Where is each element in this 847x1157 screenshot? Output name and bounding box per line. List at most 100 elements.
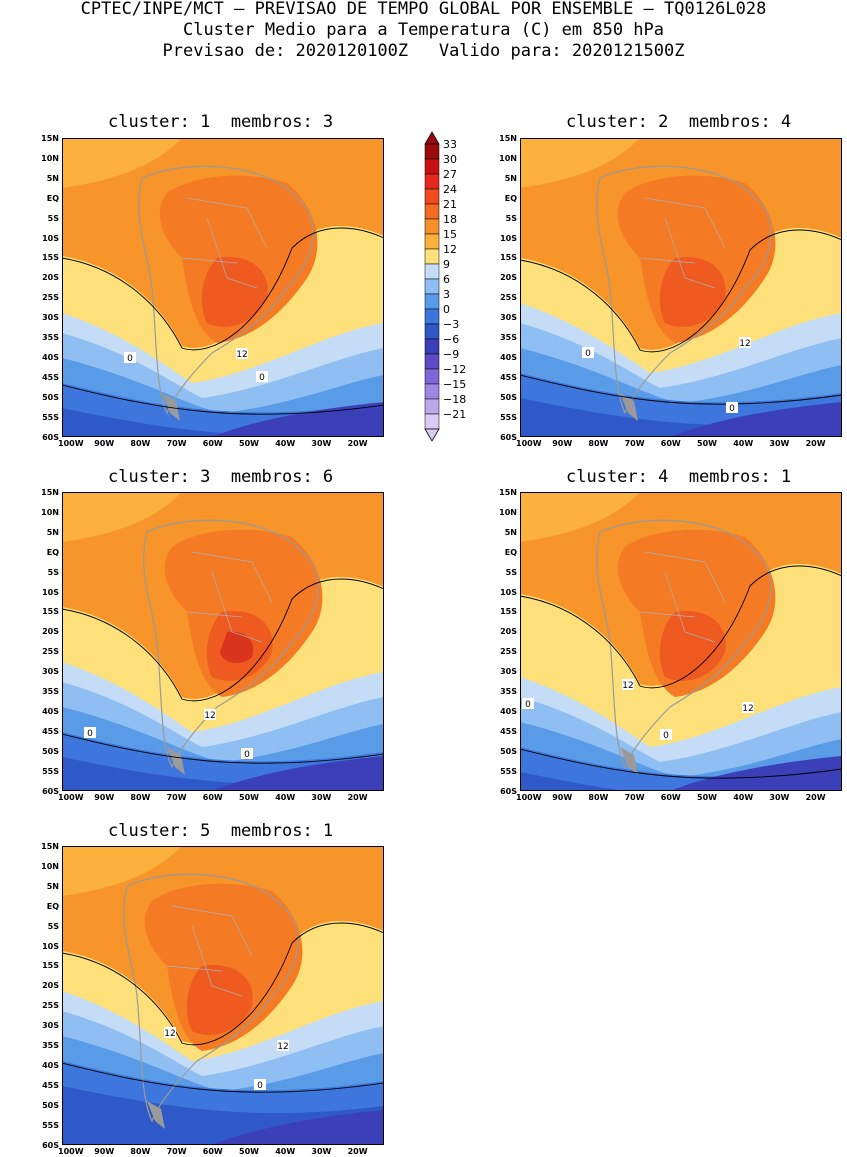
tierra-del-fuego <box>620 393 638 421</box>
contour-label-box <box>254 1079 266 1090</box>
contour-label-box <box>84 727 96 738</box>
lat-label: 55S <box>42 766 59 776</box>
panel-frame <box>520 138 842 437</box>
lat-label: 20S <box>500 273 517 283</box>
lon-label: 60W <box>660 793 681 802</box>
lat-label: 10N <box>41 861 59 871</box>
colorbar-label: −15 <box>443 378 467 391</box>
lat-label: 30S <box>42 313 59 323</box>
lon-label: 90W <box>552 439 573 448</box>
contour-label: 0 <box>259 373 265 383</box>
lat-label: 20S <box>42 981 59 991</box>
lat-label: 15N <box>499 134 517 143</box>
lon-label: 80W <box>588 439 609 448</box>
lon-label: 50W <box>239 793 259 802</box>
lat-label: 15S <box>500 253 517 263</box>
lat-label: 45S <box>42 372 59 382</box>
panel-4-title: cluster: 4 membros: 1 <box>566 467 792 487</box>
lon-label: 100W <box>58 793 84 802</box>
lat-label: 10S <box>500 233 517 243</box>
lon-label: 30W <box>769 793 790 802</box>
colorbar-segment <box>424 173 440 190</box>
country-borders <box>166 905 253 997</box>
lat-label: 45S <box>500 726 517 736</box>
band-15-nw <box>520 138 640 188</box>
colorbar-segment <box>424 263 440 280</box>
lat-label: 30S <box>500 667 517 677</box>
lon-label: 30W <box>311 793 332 802</box>
colorbar-label: 30 <box>443 153 457 166</box>
colorbar-label: 12 <box>443 243 457 256</box>
contour-label: 12 <box>164 1029 175 1039</box>
band-24 <box>186 965 253 1035</box>
band-27 <box>220 631 254 664</box>
contour-label-box <box>660 729 672 740</box>
header-line-1: CPTEC/INPE/MCT – PREVISAO DE TEMPO GLOBA… <box>80 0 767 19</box>
lat-label: 50S <box>42 746 59 756</box>
lat-label: 30S <box>500 313 517 323</box>
lat-label: 10S <box>42 233 59 243</box>
lat-label: 50S <box>42 392 59 402</box>
colorbar-segment <box>424 158 440 175</box>
colorbar-segment <box>424 248 440 265</box>
contour-label: 0 <box>257 1081 263 1091</box>
panel-5-title: cluster: 5 membros: 1 <box>108 821 334 841</box>
lon-label: 60W <box>202 1147 223 1156</box>
lon-label: 90W <box>552 793 573 802</box>
contour-label-box <box>204 709 216 720</box>
panel-frame <box>62 138 384 437</box>
lat-label: 50S <box>500 392 517 402</box>
lon-label: 90W <box>94 439 115 448</box>
colorbar-bottom-arrow <box>424 428 440 442</box>
lon-label: 80W <box>130 1147 151 1156</box>
contour-label: 0 <box>525 700 531 710</box>
contour-0 <box>520 374 842 405</box>
lat-label: 50S <box>500 746 517 756</box>
lat-label: 35S <box>500 333 517 342</box>
panel-frame <box>520 492 842 791</box>
colorbar-label: −12 <box>443 363 467 376</box>
contour-label-box <box>582 347 594 358</box>
panel-1-title: cluster: 1 membros: 3 <box>108 112 334 132</box>
band-neg6 <box>212 402 384 437</box>
lat-label: 55S <box>42 412 59 422</box>
lon-label: 20W <box>347 439 368 448</box>
lon-label: 70W <box>166 1147 187 1156</box>
lon-label: 50W <box>239 439 259 448</box>
lat-label: 15N <box>41 488 59 497</box>
lat-label: 35S <box>42 333 59 342</box>
colorbar-label: 3 <box>443 288 450 301</box>
contour-label-box <box>256 371 268 382</box>
contour-label-box <box>742 702 754 713</box>
band-24 <box>659 611 726 681</box>
contour-label: 0 <box>244 750 250 760</box>
colorbar-segment <box>424 188 440 205</box>
band-15-nw <box>62 846 182 896</box>
lon-label: 70W <box>166 439 187 448</box>
lat-label: 10S <box>42 941 59 951</box>
contour-label: 0 <box>585 349 591 359</box>
contour-label: 12 <box>739 339 750 349</box>
lat-label: 5S <box>47 921 59 931</box>
lat-label: 30S <box>42 1021 59 1031</box>
lat-label: 30S <box>42 667 59 677</box>
lat-label: 20S <box>42 627 59 637</box>
contour-label-box <box>241 748 253 759</box>
lon-label: 40W <box>275 793 296 802</box>
contour-0 <box>520 748 842 779</box>
tierra-del-fuego <box>620 747 638 775</box>
contour-label-box <box>622 679 634 690</box>
lat-label: 5S <box>505 567 517 577</box>
lat-label: EQ <box>46 193 59 203</box>
lon-label: 100W <box>58 439 84 448</box>
colorbar-label: −18 <box>443 393 467 406</box>
lat-label: 5N <box>46 881 59 891</box>
contour-0 <box>62 384 384 415</box>
lat-label: 15S <box>42 607 59 617</box>
lon-label: 20W <box>347 1147 368 1156</box>
colorbar-segment <box>424 353 440 370</box>
colorbar-label: 24 <box>443 183 457 196</box>
contour-label: 0 <box>87 729 93 739</box>
country-borders <box>186 551 273 643</box>
colorbar-label: 21 <box>443 198 457 211</box>
